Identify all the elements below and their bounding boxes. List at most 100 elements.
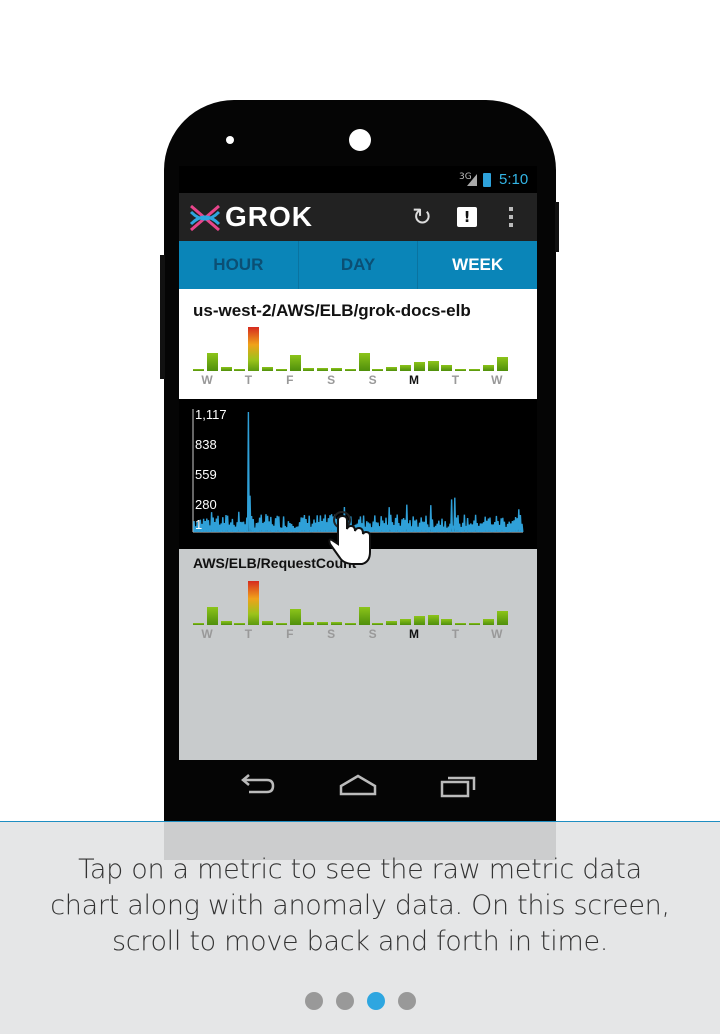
grok-logo-icon [189, 204, 221, 232]
back-icon[interactable] [237, 772, 277, 798]
anomaly-bar [303, 368, 315, 371]
anomaly-bar [262, 367, 273, 371]
anomaly-bar [441, 365, 453, 371]
anomaly-bar [248, 581, 260, 625]
tutorial-overlay: Tap on a metric to see the raw metric da… [0, 821, 720, 1034]
day-label: T [244, 373, 253, 387]
anomaly-bar [413, 362, 425, 371]
page-dot[interactable] [335, 992, 354, 1010]
page-indicator [0, 992, 720, 1010]
alert-button[interactable]: ! [453, 203, 481, 231]
anomaly-bar [262, 621, 273, 625]
anomaly-bar [469, 369, 480, 371]
anomaly-bar [455, 369, 467, 371]
day-label: F [286, 627, 294, 641]
signal-icon [467, 174, 477, 186]
anomaly-bar [496, 611, 508, 625]
battery-icon [483, 173, 491, 187]
network-type: 3G [459, 172, 472, 182]
anomaly-bar [344, 369, 356, 371]
overflow-menu-icon[interactable] [497, 203, 525, 231]
anomaly-bar [193, 623, 204, 625]
anomaly-bars-2 [193, 575, 525, 625]
anomaly-bar [220, 367, 232, 371]
status-time: 5:10 [499, 171, 529, 188]
tab-day[interactable]: DAY [299, 241, 419, 289]
anomaly-bar [469, 623, 480, 625]
day-label: T [451, 373, 460, 387]
y-tick-label: 838 [195, 437, 217, 452]
metric-card-2[interactable]: AWS/ELB/RequestCount W T F S S M T W [179, 549, 537, 760]
anomaly-bar [482, 619, 494, 625]
power-button [555, 202, 559, 252]
anomaly-bar [358, 353, 370, 371]
y-tick-label: 1 [195, 517, 203, 532]
anomaly-bar [331, 622, 342, 625]
action-bar: GROK ↻ ! [179, 193, 537, 241]
day-label: M [409, 627, 419, 641]
day-label: F [286, 373, 294, 387]
anomaly-bar [413, 616, 425, 625]
day-label: S [327, 627, 336, 641]
anomaly-bar [427, 361, 439, 371]
page-dot[interactable] [366, 992, 385, 1010]
y-tick-label: 1,117 [195, 407, 227, 422]
recent-apps-icon[interactable] [438, 772, 478, 798]
anomaly-bar [372, 369, 384, 371]
anomaly-bar [317, 368, 329, 371]
y-tick-label: 559 [195, 467, 217, 482]
anomaly-bar [248, 327, 260, 371]
metric-title: us-west-2/AWS/ELB/grok-docs-elb [193, 301, 471, 320]
day-label: S [368, 373, 377, 387]
day-label: W [491, 373, 503, 387]
anomaly-bar [289, 609, 301, 625]
anomaly-bar [234, 369, 246, 371]
anomaly-bar [234, 623, 246, 625]
refresh-icon[interactable]: ↻ [411, 203, 433, 231]
anomaly-bar [427, 615, 439, 625]
home-icon[interactable] [338, 772, 378, 798]
anomaly-bar [193, 369, 204, 371]
anomaly-bar [206, 353, 218, 371]
day-label: S [327, 373, 336, 387]
anomaly-bar [317, 622, 329, 625]
anomaly-bars [193, 321, 525, 371]
day-label: W [201, 373, 213, 387]
alert-icon: ! [457, 207, 477, 227]
raw-metric-chart[interactable]: 1,117 838 559 280 1 [179, 399, 537, 549]
y-tick-label: 280 [195, 497, 217, 512]
anomaly-bar [400, 365, 411, 371]
anomaly-bar [344, 623, 356, 625]
page-dot[interactable] [397, 992, 416, 1010]
page-dot[interactable] [304, 992, 323, 1010]
anomaly-bar [386, 367, 398, 371]
tutorial-caption: Tap on a metric to see the raw metric da… [50, 854, 670, 957]
metric-card[interactable]: us-west-2/AWS/ELB/grok-docs-elb W T F S S M T W [179, 289, 537, 399]
day-label: W [201, 627, 213, 641]
anomaly-bar [289, 355, 301, 371]
tab-week[interactable]: WEEK [452, 255, 504, 274]
status-bar: 3G 5:10 [179, 166, 537, 193]
tab-hour[interactable]: HOUR [179, 241, 299, 289]
sensor-dot [226, 136, 234, 144]
nav-bar [179, 760, 537, 810]
day-label: M [409, 373, 419, 387]
anomaly-bar [275, 369, 287, 371]
anomaly-bar [206, 607, 218, 625]
metric-title-2: AWS/ELB/RequestCount [193, 555, 357, 571]
app-logo-text: GROK [225, 201, 313, 232]
anomaly-bar [496, 357, 508, 371]
anomaly-bar [455, 623, 467, 625]
anomaly-bar [372, 623, 384, 625]
anomaly-bar [220, 621, 232, 625]
volume-button [160, 255, 165, 379]
front-camera [349, 129, 371, 151]
day-label: T [451, 627, 460, 641]
time-range-tabs: HOUR DAY WEEK [179, 241, 537, 289]
day-label: S [368, 627, 377, 641]
phone-screen: 3G 5:10 GROK ↻ ! HOUR DAY WEEK us-west-2… [179, 166, 537, 760]
anomaly-bar [331, 368, 342, 371]
tap-gesture-icon [328, 511, 371, 565]
